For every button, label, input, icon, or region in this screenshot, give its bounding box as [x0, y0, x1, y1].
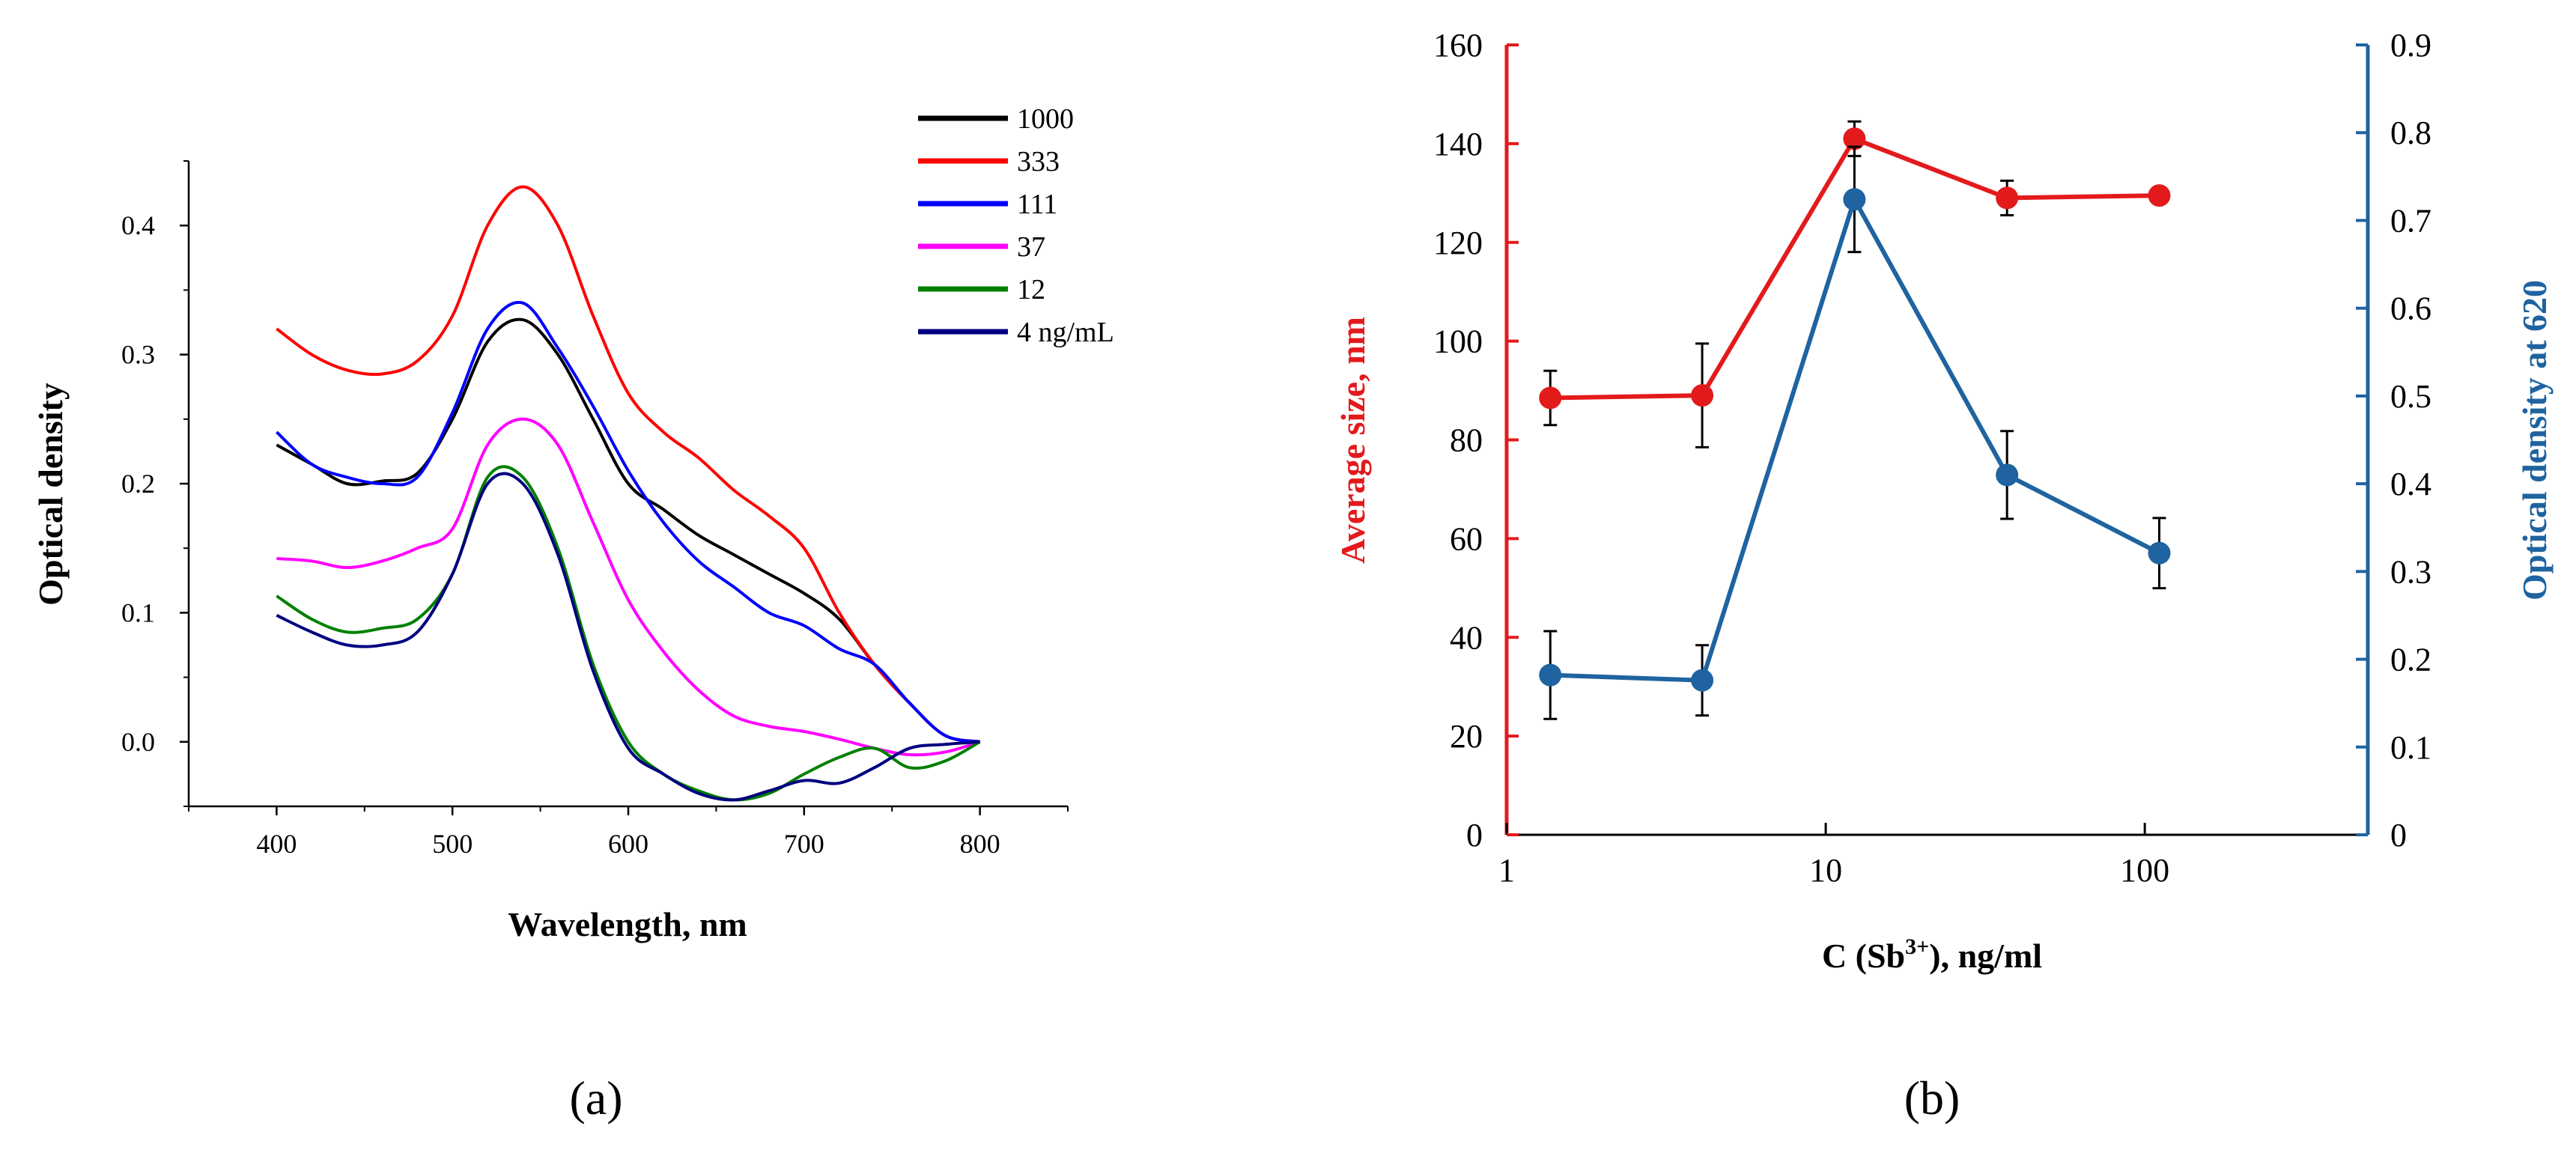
panel-b-right-y-tick-label: 0.3	[2390, 553, 2431, 590]
panel-b-x-tick-label: 100	[2120, 852, 2169, 889]
panel-b-right-y-tick-label: 0.6	[2390, 290, 2431, 327]
panel-b-x-axis-title: C (Sb3+), ng/ml	[1822, 934, 2042, 975]
panel-a-y-tick-label: 0.3	[121, 340, 155, 370]
panel-a-x-tick-label: 400	[256, 829, 297, 859]
avg-size-point	[1539, 386, 1562, 410]
legend-label: 111	[1017, 189, 1057, 220]
panel-b-left-y-tick-label: 140	[1433, 126, 1483, 162]
panel-a-legend: 1000 333 111 37 12 4 ng/mL	[918, 103, 1114, 348]
od620-point	[1691, 669, 1714, 692]
od620-point	[1539, 663, 1562, 687]
series-line-4-ng-mL	[276, 472, 980, 802]
panel-b-x-title-main: C (Sb	[1822, 937, 1905, 975]
od620-point	[1996, 463, 2019, 487]
series-line-1000	[276, 317, 980, 743]
series-line-111	[276, 300, 980, 743]
panel-a-y-tick-label: 0.1	[121, 597, 155, 627]
panel-b-chart: 1 10 100 0 20 40 60 80 100 120 140 160 0 0.1 0.2 0.3 0…	[1334, 27, 2554, 1125]
avg-size-point	[1843, 127, 1866, 150]
avg-size-point	[1996, 186, 2019, 210]
panel-b-label: (b)	[1904, 1071, 1960, 1125]
panel-b-left-y-tick-label: 20	[1450, 718, 1483, 755]
panel-a-chart: 400 500 600 700 800 0.0 0.1 0.2 0.3 0.4 Waveleng…	[31, 103, 1114, 1125]
od620-point	[2148, 541, 2171, 565]
legend-label: 37	[1017, 231, 1045, 263]
panel-a-y-tick-label: 0.2	[121, 469, 155, 499]
panel-a-y-axis-title: Optical density	[31, 383, 70, 606]
od620-line	[1550, 193, 2160, 683]
panel-a-y-tick-label: 0.4	[121, 210, 155, 240]
panel-b-right-y-tick-label: 0.1	[2390, 729, 2431, 766]
panel-b-right-y-tick-label: 0.4	[2390, 466, 2431, 502]
panel-b-right-y-tick-label: 0.7	[2390, 202, 2431, 239]
legend-label: 1000	[1017, 103, 1074, 135]
panel-a-x-axis-title: Wavelength, nm	[508, 905, 747, 943]
panel-b-left-y-tick-label: 100	[1433, 323, 1483, 360]
panel-b-right-y-tick-label: 0.5	[2390, 378, 2431, 415]
panel-b-left-y-tick-label: 0	[1466, 817, 1483, 854]
series-line-333	[276, 185, 980, 743]
panel-b-right-y-axis-title: Optical density at 620	[2515, 280, 2554, 600]
avg-size-point	[2148, 184, 2171, 207]
panel-b-right-y-tick-label: 0.9	[2390, 27, 2431, 64]
panel-a-label: (a)	[569, 1071, 622, 1125]
panel-b-x-title-sup: 3+	[1905, 934, 1929, 959]
panel-b-left-y-tick-label: 60	[1450, 520, 1483, 557]
panel-b-left-y-tick-label: 80	[1450, 422, 1483, 459]
panel-b-left-y-tick-label: 120	[1433, 225, 1483, 261]
legend-label: 12	[1017, 274, 1045, 305]
panel-b-x-tick-label: 1	[1498, 852, 1515, 889]
panel-b-left-y-axis-title: Average size, nm	[1334, 317, 1372, 564]
panel-b-left-y-tick-label: 40	[1450, 619, 1483, 656]
panel-b-x-tick-label: 10	[1809, 852, 1842, 889]
series-line-37	[276, 417, 981, 757]
panel-b-left-y-tick-label: 160	[1433, 27, 1483, 64]
series-line-12	[276, 465, 981, 802]
panel-b-x-title-tail: ), ng/ml	[1929, 937, 2042, 975]
panel-b-right-y-tick-label: 0.8	[2390, 115, 2431, 151]
avg-size-point	[1691, 384, 1714, 407]
legend-label: 333	[1017, 146, 1060, 177]
od620-point	[1843, 188, 1866, 211]
panel-b-right-y-tick-label: 0.2	[2390, 642, 2431, 678]
panel-a-x-tick-label: 700	[784, 829, 824, 859]
legend-label: 4 ng/mL	[1017, 317, 1114, 348]
panel-a-x-tick-label: 500	[432, 829, 473, 859]
panel-a-y-tick-label: 0.0	[121, 727, 155, 757]
panel-a-x-tick-label: 800	[960, 829, 1000, 859]
panel-b-right-y-tick-label: 0	[2390, 817, 2407, 854]
panel-a-x-tick-label: 600	[608, 829, 648, 859]
